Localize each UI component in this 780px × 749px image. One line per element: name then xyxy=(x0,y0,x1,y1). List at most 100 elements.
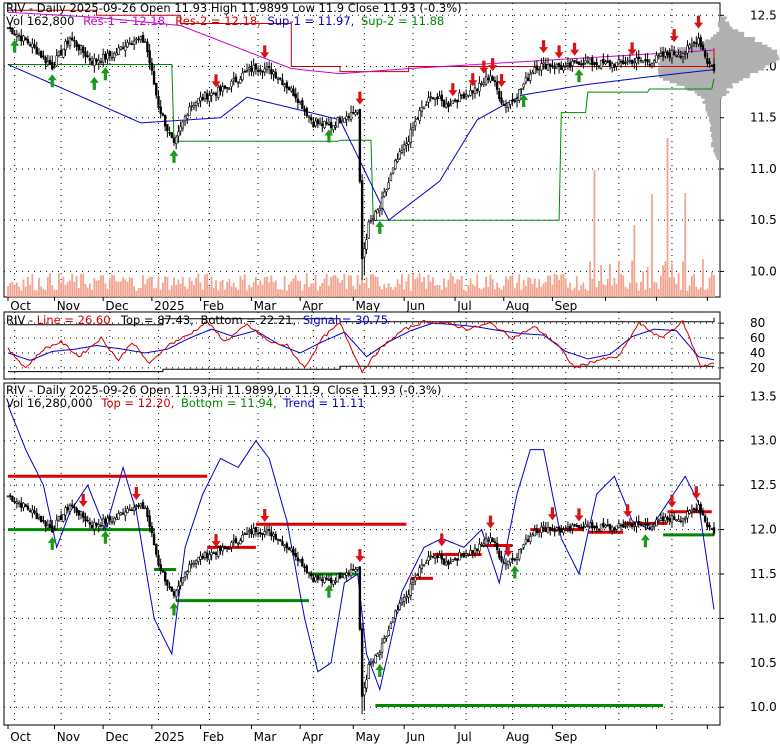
volume-bar xyxy=(55,289,58,297)
price-candle-body xyxy=(26,39,30,44)
volume-bar xyxy=(642,271,645,297)
volume-profile-bar xyxy=(677,47,720,50)
trend-xtick-label: Sep xyxy=(555,730,578,744)
trend-candle-body xyxy=(597,528,601,531)
trend-candle-body xyxy=(318,577,322,580)
price-candle-body xyxy=(653,60,656,64)
volume-bar xyxy=(659,276,662,297)
trend-candle-body xyxy=(334,580,337,583)
price-candle-body xyxy=(369,220,373,222)
volume-profile-bar xyxy=(689,44,720,48)
price-candle-body xyxy=(524,77,528,83)
price-symbol: RIV xyxy=(6,1,25,15)
price-candle-body xyxy=(35,47,38,55)
trend-candle-body xyxy=(250,530,253,535)
volume-bar xyxy=(217,290,220,297)
price-candle-body xyxy=(575,61,578,64)
trend-candle-body xyxy=(137,505,140,508)
trend-candle-body xyxy=(546,527,550,534)
volume-bar xyxy=(600,265,603,297)
trend-buy-arrow xyxy=(169,602,179,616)
volume-bar xyxy=(235,287,237,297)
volume-bar xyxy=(511,274,514,297)
price-candle-body xyxy=(121,47,125,50)
price-candle-body xyxy=(608,60,612,67)
trend-candle-body xyxy=(44,521,47,527)
price-candle-body xyxy=(135,38,138,41)
price-candle-body xyxy=(498,90,501,99)
price-candle-body xyxy=(285,82,289,89)
volume-bar xyxy=(305,273,308,297)
trend-candle-body xyxy=(243,533,247,536)
price-candle-body xyxy=(371,218,375,220)
price-candle-body xyxy=(577,61,581,66)
price-candle-body xyxy=(383,191,386,197)
trend-symbol: RIV xyxy=(6,383,25,397)
volume-bar xyxy=(319,286,321,297)
trend-candle-body xyxy=(560,528,563,533)
trend-candle-body xyxy=(619,524,623,527)
volume-bar xyxy=(297,280,299,297)
price-candle-body xyxy=(464,94,468,97)
trend-candle-body xyxy=(502,562,505,564)
trend-buy-arrow-shape xyxy=(100,530,110,544)
volume-bar xyxy=(261,284,264,297)
trend-candle-body xyxy=(487,539,490,542)
volume-bar xyxy=(569,282,572,297)
price-candle-body xyxy=(637,56,640,60)
trend-candle-body xyxy=(586,525,590,527)
osc-bottom-band xyxy=(8,365,715,373)
trend-candle-body xyxy=(387,630,390,636)
volume-bar xyxy=(248,284,251,297)
trend-candle-body xyxy=(489,537,492,543)
trend-candle-body xyxy=(429,555,432,557)
price-buy-arrow xyxy=(47,74,57,88)
price-candle-body xyxy=(13,33,16,36)
price-xtick-label: Aug xyxy=(506,299,529,313)
price-candle-body xyxy=(252,64,255,73)
volume-bar xyxy=(60,282,63,297)
trend-candle-body xyxy=(371,660,375,663)
trend-panel-frame xyxy=(3,382,721,726)
volume-bar xyxy=(383,283,386,297)
volume-bar xyxy=(628,282,631,297)
price-candle-body xyxy=(70,37,74,41)
trend-candle-body xyxy=(276,539,280,541)
price-candle-body xyxy=(509,99,512,105)
volume-bar xyxy=(153,288,155,297)
volume-profile-bar-right xyxy=(720,72,751,76)
volume-bar xyxy=(193,284,195,297)
price-candle-body xyxy=(617,59,621,65)
price-candle-body xyxy=(518,89,521,101)
trend-candle-body xyxy=(163,571,167,582)
trend-buy-arrow xyxy=(324,584,334,598)
volume-profile-bar xyxy=(658,72,720,76)
price-candle-body xyxy=(287,87,291,91)
trend-candle-body xyxy=(469,549,472,555)
volume-bar xyxy=(668,277,671,297)
trend-title: - Daily 2025-09-26 Open 11.93,Hi 11.9899… xyxy=(25,383,441,397)
volume-profile xyxy=(657,16,780,161)
trend-candle-body xyxy=(644,523,647,525)
volume-bar xyxy=(518,274,521,297)
price-xtick-label: Feb xyxy=(203,299,224,313)
volume-bar xyxy=(690,275,693,297)
price-candle-body xyxy=(243,71,247,73)
price-ytick-label: 11.0 xyxy=(750,162,777,176)
volume-bar xyxy=(257,284,259,297)
price-candle-body xyxy=(301,100,304,110)
price-candle-body xyxy=(553,67,556,69)
price-buy-arrow-shape xyxy=(574,69,584,83)
trend-sell-arrow xyxy=(131,486,141,500)
trend-candle-body xyxy=(186,571,189,575)
trend-candle-body xyxy=(93,522,96,530)
price-candle-body xyxy=(535,65,539,71)
price-sell-arrow-shape xyxy=(694,15,704,29)
trend-candle-body xyxy=(458,552,461,561)
price-candle-body xyxy=(582,62,585,66)
volume-profile-bar xyxy=(717,24,720,27)
trend-buy-arrow xyxy=(100,530,110,544)
volume-bar xyxy=(290,281,293,297)
price-candle-body xyxy=(283,84,286,87)
trend-candle-body xyxy=(456,558,459,561)
